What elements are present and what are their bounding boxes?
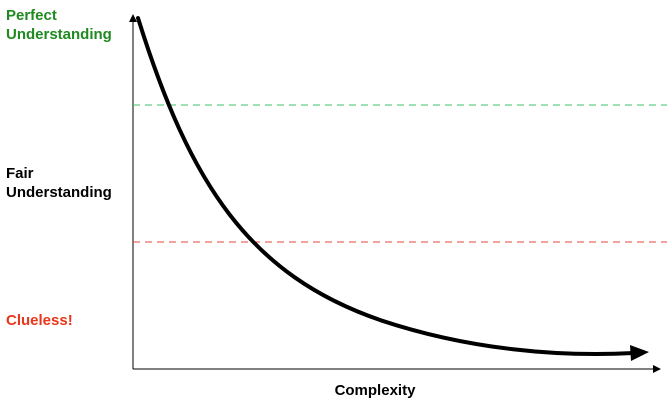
fair-understanding-label: Fair Understanding <box>6 165 112 201</box>
curve-arrowhead <box>630 345 649 361</box>
perfect-understanding-label: Perfect Understanding <box>6 7 112 43</box>
understanding-curve <box>136 16 636 357</box>
x-axis-label: Complexity <box>334 382 416 399</box>
clueless-label: Clueless! <box>6 312 73 329</box>
